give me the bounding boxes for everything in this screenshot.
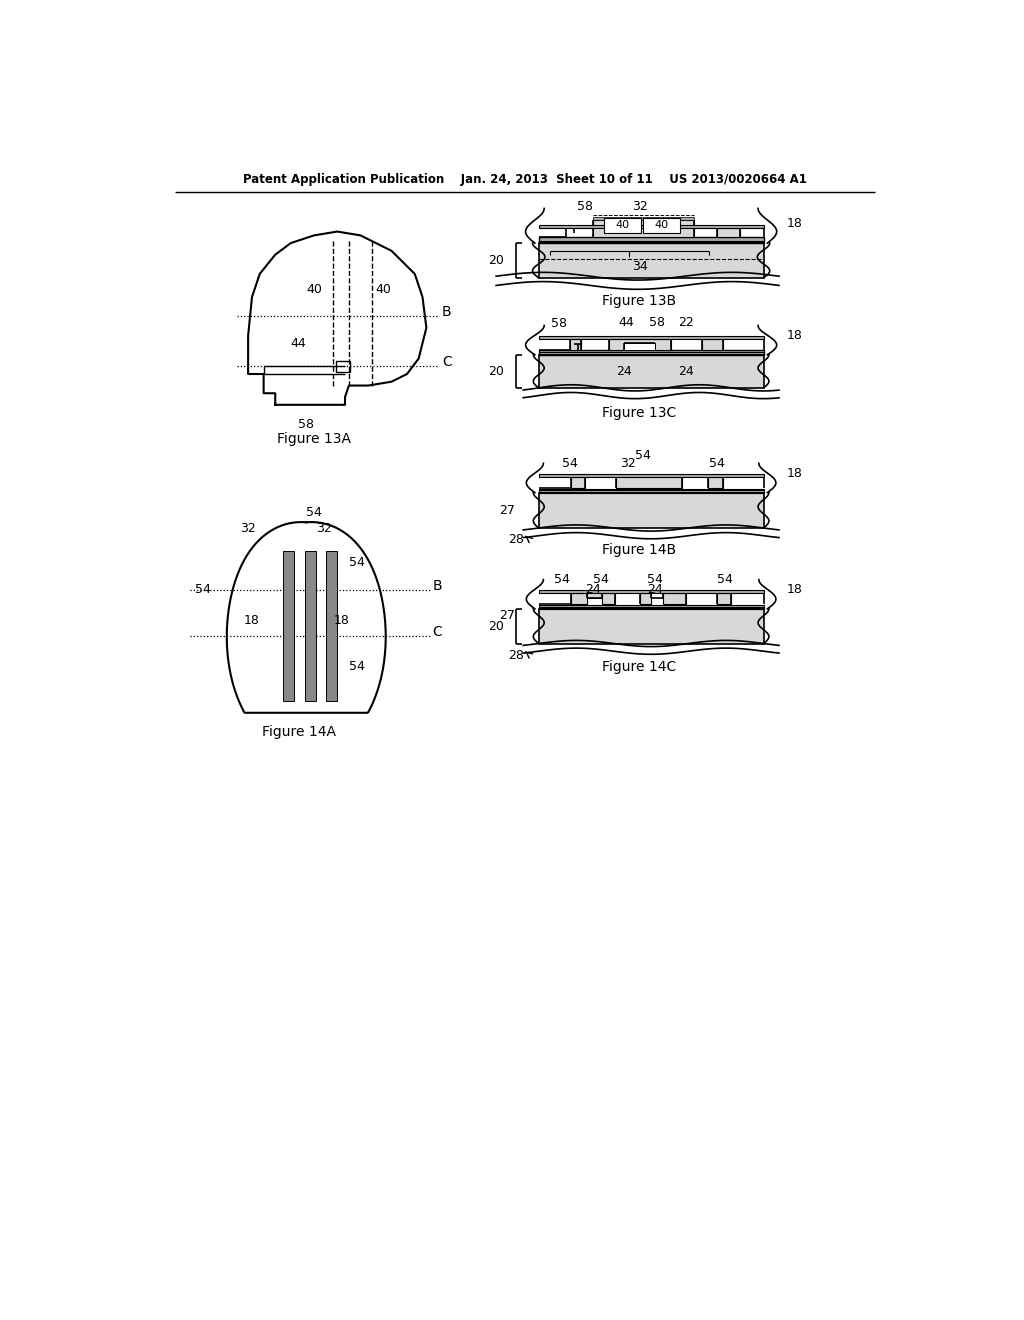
Text: 34: 34 [632, 260, 647, 273]
Bar [327, 552, 337, 701]
Text: 58: 58 [298, 417, 314, 430]
Text: 20: 20 [488, 255, 504, 268]
Text: 28: 28 [508, 533, 523, 546]
Text: 32: 32 [241, 521, 256, 535]
Bar [708, 478, 723, 488]
Bar [571, 478, 586, 488]
Text: 54: 54 [562, 457, 578, 470]
Text: 18: 18 [786, 218, 803, 231]
Bar [539, 355, 764, 388]
Bar [640, 594, 651, 605]
Text: B: B [442, 305, 452, 319]
Text: 24: 24 [678, 366, 694, 379]
Text: 32: 32 [316, 521, 332, 535]
Text: 54: 54 [349, 660, 365, 673]
Text: 22: 22 [678, 315, 694, 329]
Bar [663, 594, 686, 605]
Text: Figure 14B: Figure 14B [602, 543, 677, 557]
Bar [539, 243, 764, 277]
Text: 18: 18 [786, 329, 803, 342]
Text: 58: 58 [648, 315, 665, 329]
Bar [593, 216, 693, 220]
Bar [539, 350, 764, 355]
Text: 28: 28 [508, 648, 523, 661]
Text: 20: 20 [488, 620, 504, 634]
Text: 54: 54 [306, 506, 322, 519]
Text: 54: 54 [647, 573, 663, 586]
Text: 32: 32 [620, 457, 636, 470]
Text: 54: 54 [554, 573, 570, 586]
Bar [283, 552, 294, 701]
Bar [717, 594, 731, 605]
Bar [539, 492, 764, 528]
Text: 40: 40 [615, 220, 630, 231]
Text: Figure 14C: Figure 14C [602, 660, 677, 673]
Bar [539, 337, 764, 339]
Bar [717, 227, 740, 238]
Text: 27: 27 [500, 609, 515, 622]
Text: Figure 14A: Figure 14A [261, 725, 336, 739]
Text: 54: 54 [717, 573, 733, 586]
Bar [571, 594, 587, 605]
Bar [539, 488, 764, 492]
Bar [587, 594, 602, 598]
Text: 54: 54 [593, 573, 608, 586]
Bar [539, 605, 764, 609]
Text: 58: 58 [551, 317, 567, 330]
Bar [539, 609, 764, 644]
Bar [602, 594, 614, 605]
Text: 18: 18 [333, 614, 349, 627]
Text: Figure 13C: Figure 13C [602, 405, 677, 420]
Bar [701, 339, 723, 350]
Bar [593, 220, 693, 238]
Text: 54: 54 [709, 457, 725, 470]
Bar [616, 475, 682, 488]
Text: 32: 32 [632, 199, 647, 213]
Bar [539, 474, 764, 478]
Text: 44: 44 [291, 337, 306, 350]
Text: 18: 18 [786, 467, 803, 480]
Text: C: C [432, 624, 442, 639]
Text: 18: 18 [786, 583, 803, 597]
Bar [539, 238, 764, 243]
Text: Patent Application Publication    Jan. 24, 2013  Sheet 10 of 11    US 2013/00206: Patent Application Publication Jan. 24, … [243, 173, 807, 186]
Bar [569, 339, 582, 350]
Text: 18: 18 [244, 614, 260, 627]
Bar [604, 218, 641, 234]
Text: Figure 13B: Figure 13B [602, 294, 677, 308]
Bar [539, 590, 764, 594]
Text: 58: 58 [578, 199, 593, 213]
Text: C: C [442, 355, 452, 370]
Text: 54: 54 [636, 449, 651, 462]
Bar [305, 552, 315, 701]
Bar [539, 224, 764, 227]
Text: 54: 54 [349, 556, 365, 569]
Text: 54: 54 [196, 583, 211, 597]
Bar [608, 339, 671, 350]
Text: 24: 24 [585, 583, 601, 597]
Text: 40: 40 [654, 220, 669, 231]
Text: 20: 20 [488, 366, 504, 379]
Text: 44: 44 [618, 315, 634, 329]
Text: Figure 13A: Figure 13A [278, 433, 351, 446]
Bar [643, 218, 680, 234]
Text: 40: 40 [306, 282, 322, 296]
Text: 40: 40 [376, 282, 392, 296]
Text: 24: 24 [616, 366, 632, 379]
Bar [624, 343, 655, 350]
Text: 27: 27 [500, 504, 515, 517]
Text: 24: 24 [647, 583, 663, 597]
Text: B: B [432, 578, 442, 593]
Bar [336, 360, 349, 372]
